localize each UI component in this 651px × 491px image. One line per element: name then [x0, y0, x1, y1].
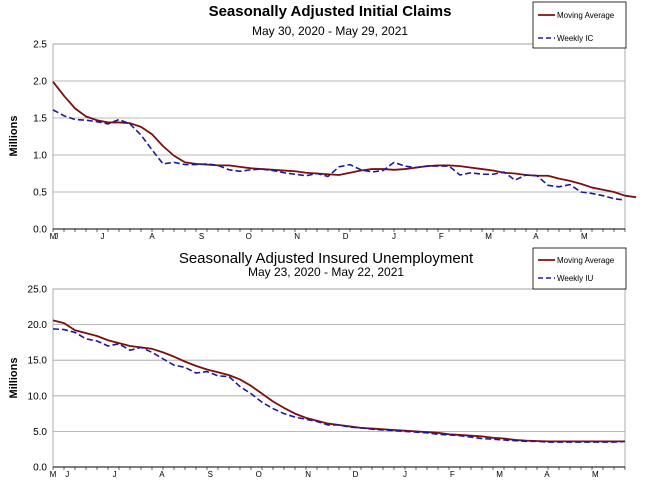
chart2-legend: Moving Average Weekly IU [532, 247, 627, 290]
chart2-title: Seasonally Adjusted Insured Unemployment [179, 250, 474, 267]
chart1-legend-box [532, 1, 627, 49]
chart1-x-tick-label: J [101, 232, 105, 241]
chart1-y-tick-label: 1.5 [33, 114, 47, 125]
initial-claims-chart: Seasonally Adjusted Initial Claims May 3… [8, 1, 637, 241]
chart1-x-tick-label: D [343, 232, 349, 241]
chart1-gridlines [52, 43, 626, 230]
chart2-subtitle: May 23, 2020 - May 22, 2021 [248, 265, 404, 279]
chart2-y-tick-label: 5.0 [33, 427, 47, 438]
chart1-y-tick-label: 0.0 [33, 225, 47, 236]
chart1-subtitle: May 30, 2020 - May 29, 2021 [252, 24, 408, 38]
chart2-legend-label-weekly: Weekly IU [557, 274, 594, 283]
chart2-x-tick-label: O [256, 470, 262, 479]
chart2-x-tick-label: J [113, 470, 117, 479]
chart2-y-tick-label: 10.0 [28, 391, 48, 402]
chart1-x-tick-label: J [54, 232, 58, 241]
chart1-y-tick-label: 2.0 [33, 77, 47, 88]
chart2-x-tick-label: J [65, 470, 69, 479]
chart1-legend: Moving Average Weekly IC [532, 1, 627, 49]
chart2-series-weekly-line [52, 328, 626, 443]
chart1-series [52, 81, 637, 201]
chart2-x-tick-label: J [403, 470, 407, 479]
chart2-x-tick-label: F [450, 470, 455, 479]
chart1-x-tick-label: J [392, 232, 396, 241]
chart1-x-tick-label: M [50, 232, 57, 241]
chart2-x-tick-label: A [544, 470, 550, 479]
chart1-series-weekly-line [52, 109, 626, 201]
chart2-series [52, 319, 626, 443]
chart1-x-tick-label: S [199, 232, 204, 241]
chart1-y-tick-label: 0.5 [33, 188, 47, 199]
chart1-series-moving-average-line [52, 81, 637, 199]
chart2-x-tick-label: M [50, 470, 57, 479]
chart1-x-tick-label: O [246, 232, 252, 241]
chart2-y-tick-label: 20.0 [28, 320, 48, 331]
chart2-x-tick-label: S [208, 470, 213, 479]
chart2-y-ticks: 0.0 5.0 10.0 15.0 20.0 25.0 [28, 285, 48, 474]
chart2-x-tick-label: M [592, 470, 599, 479]
chart2-y-axis-label: Millions [8, 358, 20, 399]
chart2-series-moving-average-line [52, 319, 625, 443]
chart1-x-tick-label: M [485, 232, 492, 241]
chart2-y-tick-label: 15.0 [28, 356, 48, 367]
chart1-title: Seasonally Adjusted Initial Claims [209, 3, 452, 20]
insured-unemployment-chart: Seasonally Adjusted Insured Unemployment… [8, 247, 627, 479]
chart2-x-tick-label: D [353, 470, 359, 479]
chart1-x-ticks: MJ J A S O N D J F M A M [50, 228, 626, 241]
chart1-x-tick-label: A [533, 232, 539, 241]
chart2-x-tick-label: M [496, 470, 503, 479]
chart1-legend-label-ma: Moving Average [557, 11, 615, 20]
chart1-plot-frame [52, 43, 626, 230]
chart2-x-tick-label: N [305, 470, 311, 479]
chart2-x-tick-label: A [159, 470, 165, 479]
chart2-y-tick-label: 0.0 [33, 463, 47, 474]
chart1-y-tick-label: 1.0 [33, 151, 47, 162]
chart1-x-tick-label: N [294, 232, 300, 241]
chart1-y-axis-label: Millions [8, 116, 20, 157]
chart1-y-ticks: 0.0 0.5 1.0 1.5 2.0 2.5 [33, 40, 47, 236]
chart1-x-tick-label: F [439, 232, 444, 241]
chart2-legend-label-ma: Moving Average [557, 256, 615, 265]
chart1-y-tick-label: 2.5 [33, 40, 47, 51]
chart1-x-tick-label: M [581, 232, 588, 241]
chart1-legend-label-weekly: Weekly IC [557, 34, 594, 43]
chart2-legend-box [532, 247, 627, 290]
chart2-y-tick-label: 25.0 [28, 285, 48, 296]
chart1-x-tick-label: A [149, 232, 155, 241]
